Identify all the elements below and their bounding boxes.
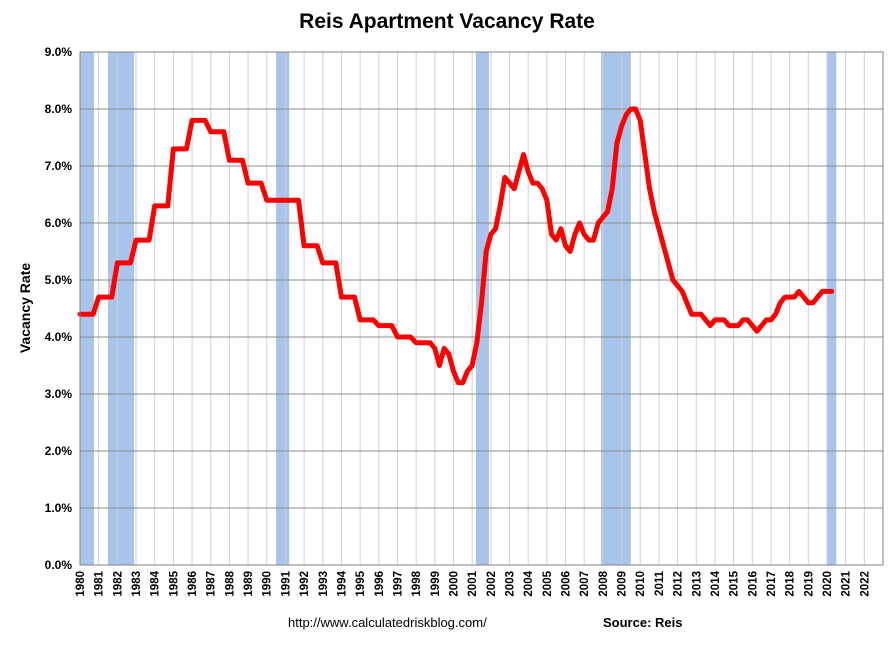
x-tick-label: 2016 [747, 571, 759, 597]
horizontal-gridlines [80, 108, 883, 509]
x-tick-label: 2013 [691, 571, 703, 597]
x-tick-label: 2003 [505, 571, 517, 597]
x-tick-label: 2011 [654, 570, 666, 596]
x-tick-label: 2000 [448, 571, 460, 597]
plot-area [77, 51, 884, 566]
x-tick-label: 2012 [673, 571, 685, 597]
recession-band [276, 52, 290, 565]
x-tick-label: 2006 [561, 571, 573, 597]
recession-band [826, 52, 837, 565]
y-tick-label: 9.0% [45, 45, 73, 59]
y-axis-ticks: 0.0% 1.0% 2.0% 3.0% 4.0% 5.0% 6.0% 7.0% 8.0% 9.0% [45, 45, 73, 572]
x-tick-label: 2001 [467, 570, 479, 596]
x-tick-label: 2015 [729, 570, 741, 596]
x-tick-label: 2022 [859, 571, 871, 597]
y-axis-title: Vacancy Rate [17, 263, 33, 353]
plot-border [79, 51, 884, 566]
x-tick-label: 1995 [355, 570, 367, 596]
x-tick-label: 1986 [187, 571, 199, 597]
x-tick-label: 1996 [374, 571, 386, 597]
x-tick-label: 1991 [280, 570, 292, 596]
y-tick-label: 5.0% [45, 273, 73, 287]
x-tick-label: 1989 [243, 571, 255, 597]
x-axis-ticks: 1980 1981 1982 1983 1984 1985 1986 1987 1988 1989… [75, 570, 871, 596]
recession-band [108, 52, 135, 565]
x-tick-label: 2004 [523, 570, 535, 596]
x-tick-label: 1988 [224, 570, 236, 596]
x-tick-label: 1982 [112, 571, 124, 597]
x-tick-label: 1983 [131, 571, 143, 597]
x-tick-label: 2020 [822, 571, 834, 597]
source-url: http://www.calculatedriskblog.com/ [288, 615, 487, 630]
y-tick-label: 1.0% [45, 501, 73, 515]
x-tick-label: 2007 [579, 571, 591, 597]
x-tick-label: 2008 [598, 570, 610, 596]
y-tick-label: 6.0% [45, 216, 73, 230]
source-credit: Source: Reis [603, 615, 682, 630]
x-tick-label: 1994 [336, 570, 348, 596]
recession-bands [80, 52, 837, 565]
chart-title: Reis Apartment Vacancy Rate [299, 10, 595, 33]
y-tick-label: 3.0% [45, 387, 73, 401]
x-tick-label: 1998 [411, 570, 423, 596]
vertical-gridlines [98, 52, 865, 565]
x-tick-label: 1992 [299, 571, 311, 597]
x-tick-label: 1984 [150, 570, 162, 596]
x-tick-label: 2019 [803, 571, 815, 597]
x-tick-label: 1993 [318, 571, 330, 597]
x-tick-label: 2017 [766, 571, 778, 597]
x-tick-label: 1981 [94, 570, 106, 596]
x-tick-label: 2002 [486, 571, 498, 597]
y-tick-label: 4.0% [45, 330, 73, 344]
x-tick-label: 1980 [75, 571, 87, 597]
x-tick-label: 2009 [617, 571, 629, 597]
series-layer [77, 106, 835, 386]
x-tick-label: 2021 [841, 570, 853, 596]
series-line [77, 106, 835, 386]
x-tick-label: 2014 [710, 570, 722, 596]
x-tick-label: 1990 [262, 571, 274, 597]
x-tick-label: 1997 [392, 571, 404, 597]
y-tick-label: 8.0% [45, 102, 73, 116]
y-tick-label: 0.0% [45, 558, 73, 572]
x-tick-label: 1999 [430, 571, 442, 597]
recession-band [601, 52, 631, 565]
recession-band [80, 52, 95, 565]
x-tick-label: 2005 [542, 570, 554, 596]
y-tick-label: 2.0% [45, 444, 73, 458]
x-tick-label: 1985 [168, 570, 180, 596]
y-tick-label: 7.0% [45, 159, 73, 173]
x-tick-label: 2018 [785, 570, 797, 596]
x-tick-label: 2010 [635, 571, 647, 597]
x-tick-label: 1987 [206, 571, 218, 597]
